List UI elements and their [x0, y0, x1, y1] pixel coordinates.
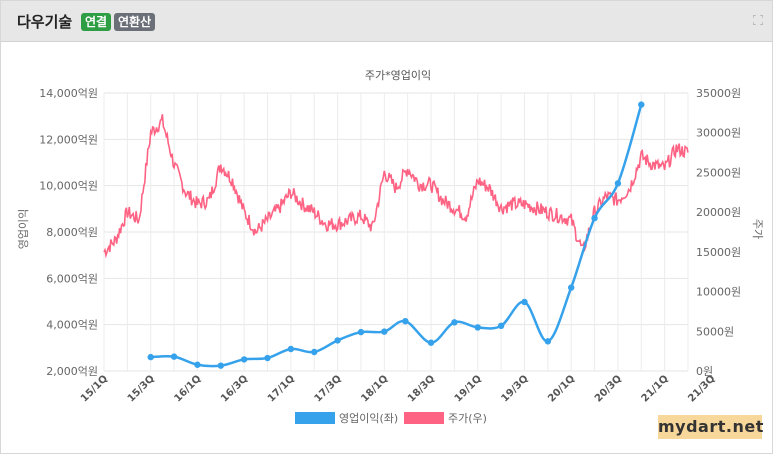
chart-title: 주가*영업이익 — [365, 69, 431, 82]
operating-profit-point[interactable] — [521, 298, 528, 306]
right-tick-label: 20000원 — [696, 206, 741, 219]
operating-profit-point[interactable] — [497, 322, 505, 330]
legend: 영업이익(좌) 주가(우) — [295, 412, 487, 425]
x-tick-label: 15/1Q — [79, 373, 110, 404]
operating-profit-point[interactable] — [544, 338, 552, 345]
left-tick-label: 14,000억원 — [39, 87, 98, 100]
operating-profit-point[interactable] — [170, 353, 178, 360]
left-tick-label: 4,000억원 — [46, 319, 98, 332]
x-tick-label: 19/3Q — [499, 373, 530, 404]
company-title: 다우기술 — [17, 13, 73, 31]
stock-price-line — [103, 114, 689, 259]
operating-profit-point[interactable] — [614, 180, 622, 187]
right-axis-label: 주가 — [751, 219, 764, 239]
left-axis-label: 영업이익 — [17, 209, 30, 249]
right-tick-label: 35000원 — [696, 87, 741, 100]
x-tick-label: 18/3Q — [406, 373, 437, 404]
x-tick-label: 15/3Q — [126, 373, 157, 404]
grid-lines — [103, 92, 689, 372]
left-tick-label: 12,000억원 — [39, 133, 98, 146]
operating-profit-point[interactable] — [311, 348, 318, 356]
operating-profit-point[interactable] — [217, 362, 224, 369]
operating-profit-point[interactable] — [357, 328, 365, 336]
operating-profit-point[interactable] — [381, 328, 388, 335]
operating-profit-point[interactable] — [638, 101, 645, 108]
x-tick-label: 16/3Q — [219, 373, 250, 404]
operating-profit-point[interactable] — [402, 317, 409, 325]
x-tick-label: 17/1Q — [266, 373, 297, 404]
legend-label-operating-profit[interactable]: 영업이익(좌) — [339, 412, 398, 425]
x-tick-label: 18/1Q — [359, 373, 390, 404]
x-tick-label: 20/3Q — [593, 373, 624, 404]
annualized-badge[interactable]: 연환산 — [114, 13, 156, 31]
x-tick-label: 21/1Q — [640, 373, 671, 404]
left-axis: 2,000억원 4,000억원 6,000억원 8,000억원 10,000억원 12,0… — [39, 87, 98, 378]
watermark-logo: mydart.net — [658, 415, 763, 439]
operating-profit-line — [150, 104, 643, 368]
right-tick-label: 0원 — [696, 365, 713, 378]
right-tick-label: 15000원 — [696, 246, 741, 259]
x-axis: 15/1Q 15/3Q 16/1Q 16/3Q 17/1Q 17/3Q 18/1Q 18/3Q… — [79, 373, 717, 404]
operating-profit-point[interactable] — [264, 354, 271, 362]
x-tick-label: 21/3Q — [686, 373, 717, 404]
left-tick-label: 8,000억원 — [46, 226, 98, 239]
x-tick-label: 20/1Q — [546, 373, 577, 404]
right-axis: 0원 5000원 10000원 15000원 20000원 25000원 30000원 350… — [696, 87, 741, 378]
consolidated-badge[interactable]: 연결 — [81, 13, 112, 31]
legend-swatch-stock-price[interactable] — [404, 412, 444, 424]
x-tick-label: 17/3Q — [313, 373, 344, 404]
right-tick-label: 5000원 — [696, 325, 734, 338]
left-tick-label: 10,000억원 — [39, 180, 98, 193]
x-tick-label: 16/1Q — [172, 373, 203, 404]
left-tick-label: 6,000억원 — [46, 272, 98, 285]
expand-icon[interactable] — [753, 15, 763, 25]
operating-profit-point[interactable] — [334, 337, 341, 344]
legend-label-stock-price[interactable]: 주가(우) — [448, 412, 487, 425]
stock-price-series — [103, 114, 689, 259]
operating-profit-point[interactable] — [194, 361, 201, 368]
operating-profit-point[interactable] — [568, 284, 575, 291]
operating-profit-point[interactable] — [474, 324, 481, 331]
operating-profit-point[interactable] — [591, 214, 598, 222]
combo-chart: 주가*영업이익 2,000억원 4,000억원 6,000억원 8,000억원 10,0… — [17, 69, 764, 425]
operating-profit-point[interactable] — [287, 345, 295, 353]
x-tick-label: 19/1Q — [453, 373, 484, 404]
operating-profit-point[interactable] — [147, 353, 154, 361]
operating-profit-series — [147, 101, 645, 369]
legend-swatch-operating-profit[interactable] — [295, 412, 335, 424]
operating-profit-point[interactable] — [451, 319, 458, 326]
right-tick-label: 25000원 — [696, 166, 741, 179]
right-tick-label: 10000원 — [696, 286, 741, 299]
panel-header: 다우기술 연결 연환산 — [1, 1, 772, 42]
operating-profit-point[interactable] — [427, 339, 435, 346]
right-tick-label: 30000원 — [696, 127, 741, 140]
operating-profit-point[interactable] — [240, 356, 248, 363]
left-tick-label: 2,000억원 — [46, 365, 98, 378]
